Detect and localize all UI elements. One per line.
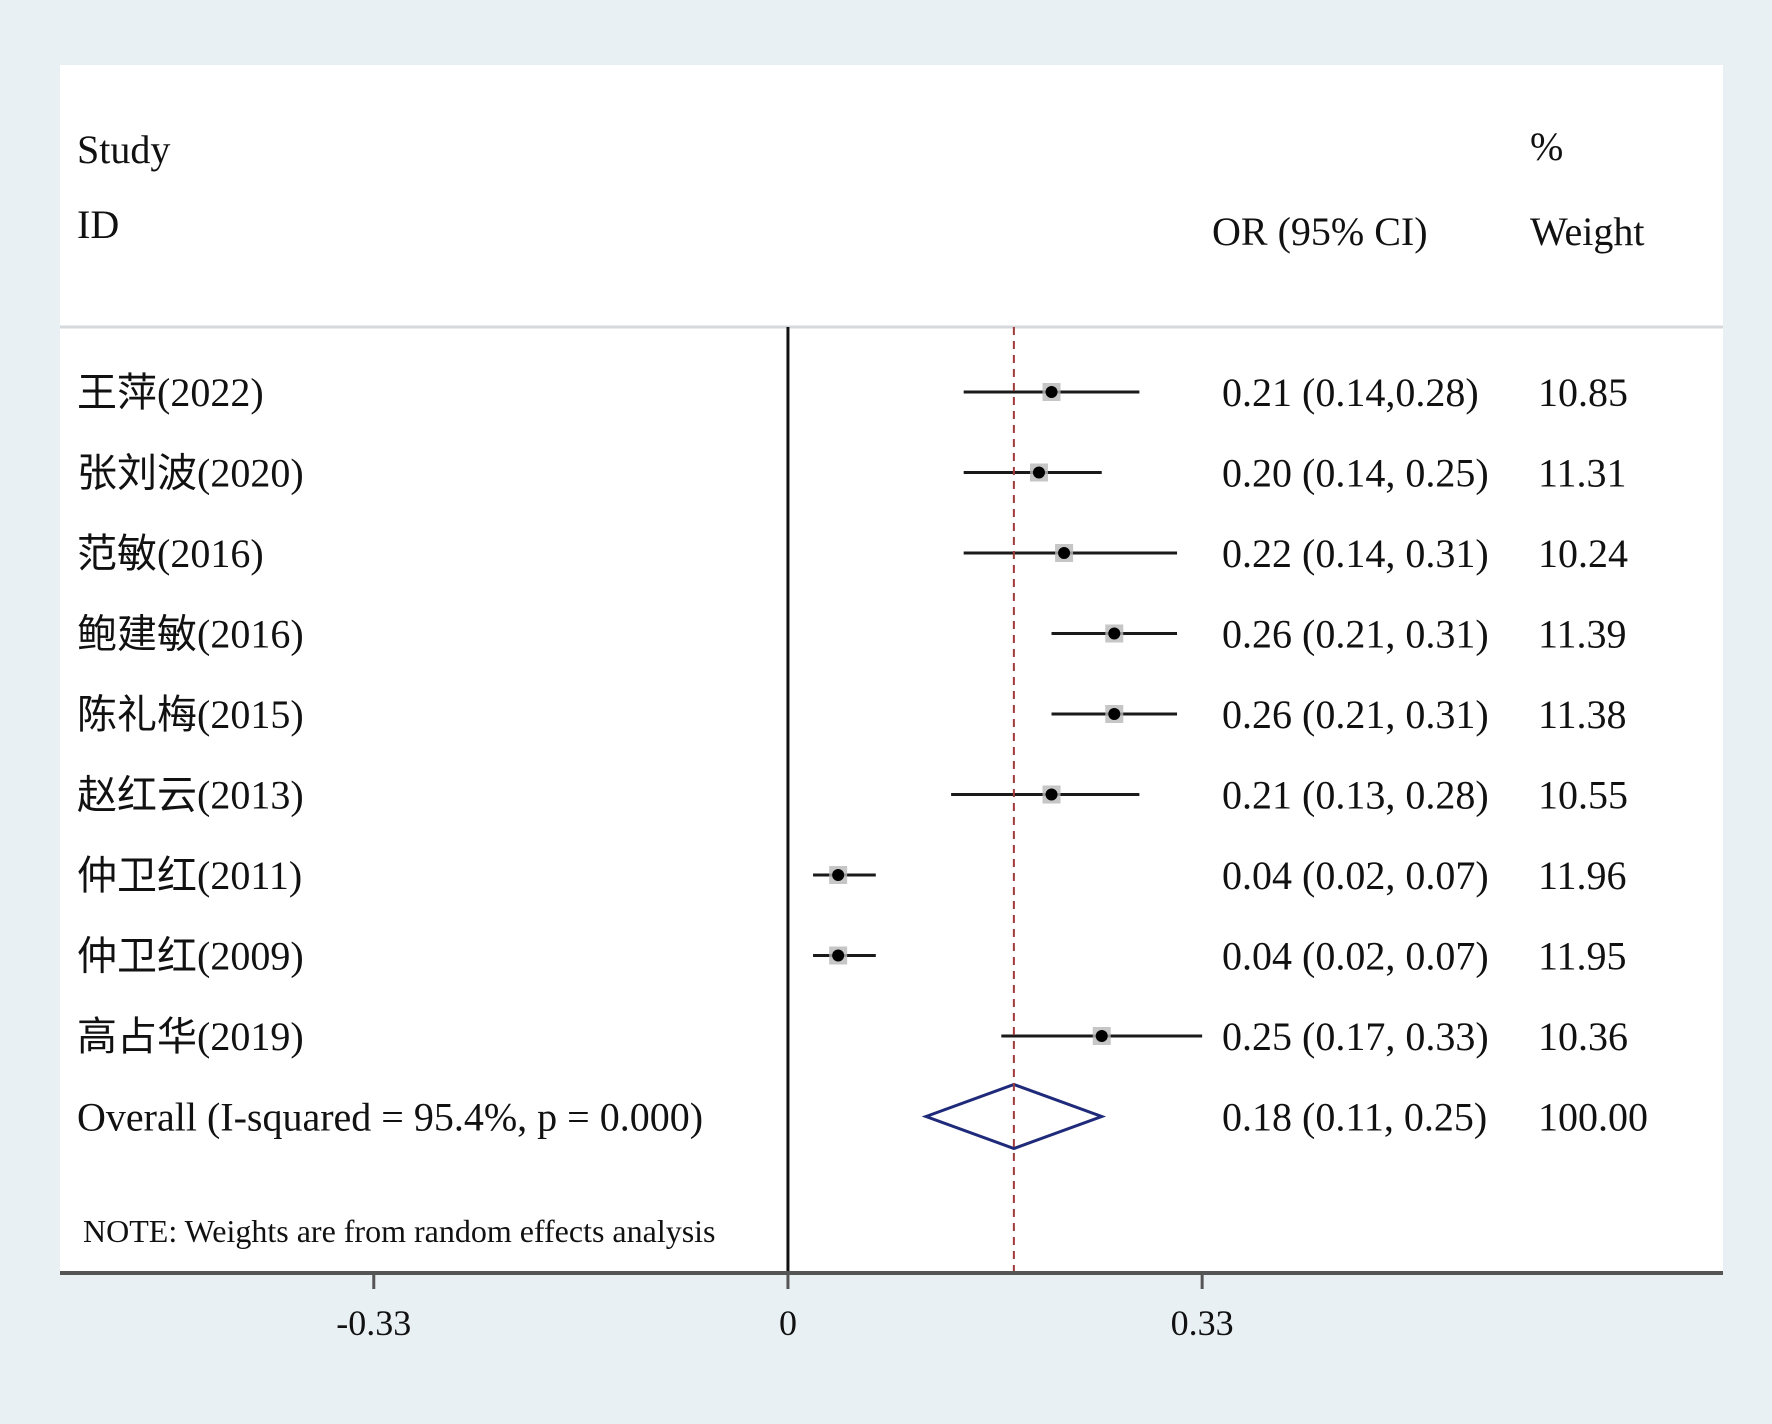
study-label: 高占华(2019)	[77, 1014, 304, 1059]
x-tick-label: 0	[779, 1303, 797, 1343]
point-estimate	[1058, 547, 1071, 559]
study-row: 王萍(2022) 0.21 (0.14,0.28) 10.85	[77, 370, 1628, 415]
study-label: 赵红云(2013)	[77, 773, 304, 818]
x-tick-label: -0.33	[336, 1303, 411, 1343]
study-label: 仲卫红(2011)	[77, 853, 302, 898]
study-row: 陈礼梅(2015) 0.26 (0.21, 0.31) 11.38	[77, 692, 1627, 737]
weight-text: 10.36	[1538, 1014, 1628, 1059]
header-study: Study	[77, 127, 170, 172]
study-row: 鲍建敏(2016) 0.26 (0.21, 0.31) 11.39	[77, 612, 1627, 657]
point-estimate	[1045, 788, 1058, 801]
point-estimate	[1095, 1030, 1108, 1042]
header-weight: Weight	[1530, 209, 1645, 254]
note-text: NOTE: Weights are from random effects an…	[83, 1213, 716, 1249]
header-percent: %	[1530, 124, 1563, 169]
point-estimate	[1108, 627, 1121, 640]
weight-text: 11.96	[1538, 853, 1627, 898]
study-row: 赵红云(2013) 0.21 (0.13, 0.28) 10.55	[77, 773, 1628, 818]
x-tick-label: 0.33	[1171, 1303, 1234, 1343]
study-label: 王萍(2022)	[77, 370, 264, 415]
point-estimate	[832, 869, 845, 881]
overall-weight-text: 100.00	[1538, 1095, 1648, 1140]
weight-text: 11.31	[1538, 451, 1627, 496]
x-axis-ticks: -0.33 0 0.33	[336, 1273, 1234, 1343]
point-estimate	[832, 949, 845, 962]
study-label: 范敏(2016)	[77, 531, 264, 576]
weight-text: 11.39	[1538, 612, 1627, 657]
point-estimate	[1045, 386, 1058, 398]
ci-text: 0.21 (0.14,0.28)	[1222, 370, 1479, 415]
plot-panel	[60, 65, 1723, 1273]
ci-text: 0.25 (0.17, 0.33)	[1222, 1014, 1489, 1059]
reference-lines	[786, 327, 1015, 1273]
overall-diamond	[921, 1082, 1107, 1151]
overall-row: Overall (I-squared = 95.4%, p = 0.000) 0.…	[77, 1082, 1648, 1151]
weight-text: 11.38	[1538, 692, 1627, 737]
point-estimate	[1108, 708, 1121, 720]
header-or-ci: OR (95% CI)	[1212, 209, 1428, 254]
header-id: ID	[77, 202, 119, 247]
study-row: 范敏(2016) 0.22 (0.14, 0.31) 10.24	[77, 531, 1628, 576]
ci-text: 0.21 (0.13, 0.28)	[1222, 773, 1489, 818]
overall-label: Overall (I-squared = 95.4%, p = 0.000)	[77, 1095, 703, 1140]
study-rows: 王萍(2022) 0.21 (0.14,0.28) 10.85 张刘波(2020) 0.…	[77, 370, 1648, 1151]
weight-text: 10.24	[1538, 531, 1628, 576]
ci-text: 0.20 (0.14, 0.25)	[1222, 451, 1489, 496]
weight-text: 10.55	[1538, 773, 1628, 818]
study-row: 高占华(2019) 0.25 (0.17, 0.33) 10.36	[77, 1014, 1628, 1059]
ci-text: 0.26 (0.21, 0.31)	[1222, 612, 1489, 657]
ci-text: 0.04 (0.02, 0.07)	[1222, 853, 1489, 898]
overall-ci-text: 0.18 (0.11, 0.25)	[1222, 1095, 1487, 1140]
weight-text: 10.85	[1538, 370, 1628, 415]
study-row: 仲卫红(2011) 0.04 (0.02, 0.07) 11.96	[77, 853, 1627, 898]
study-label: 张刘波(2020)	[77, 451, 304, 496]
study-label: 陈礼梅(2015)	[77, 692, 304, 737]
weight-text: 11.95	[1538, 934, 1627, 979]
study-label: 鲍建敏(2016)	[77, 612, 304, 657]
study-row: 张刘波(2020) 0.20 (0.14, 0.25) 11.31	[77, 451, 1627, 496]
ci-text: 0.26 (0.21, 0.31)	[1222, 692, 1489, 737]
study-label: 仲卫红(2009)	[77, 934, 304, 979]
point-estimate	[1032, 466, 1045, 479]
study-row: 仲卫红(2009) 0.04 (0.02, 0.07) 11.95	[77, 934, 1627, 979]
ci-text: 0.04 (0.02, 0.07)	[1222, 934, 1489, 979]
ci-text: 0.22 (0.14, 0.31)	[1222, 531, 1489, 576]
